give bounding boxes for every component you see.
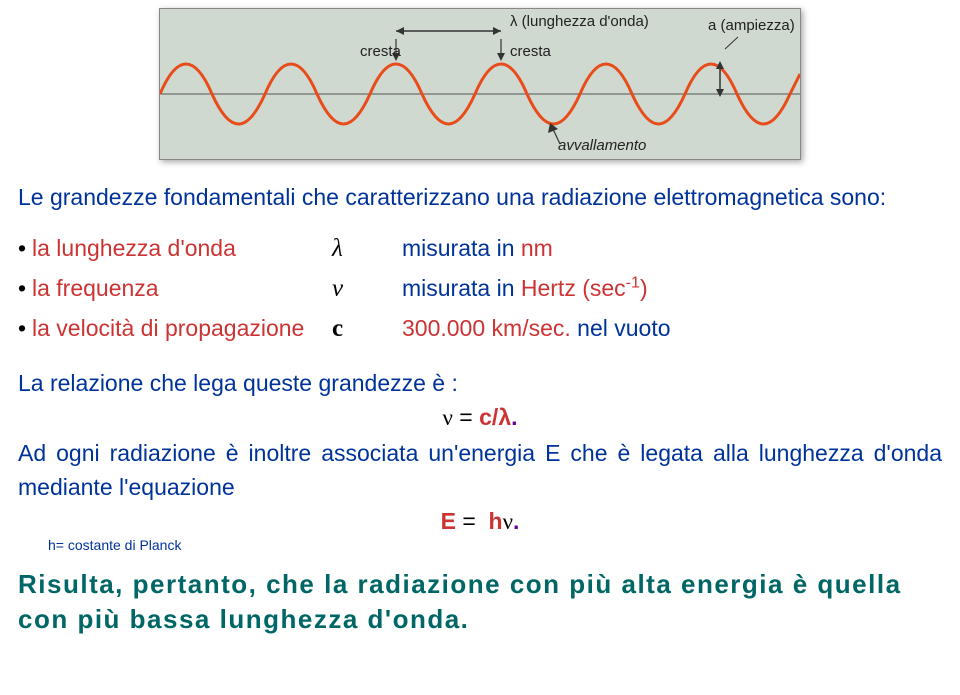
def-row-frequency: • la frequenza ν misurata in Hertz (sec-… [18, 269, 942, 309]
intro-text: Le grandezze fondamentali che caratteriz… [18, 182, 942, 213]
def-row-wavelength: • la lunghezza d'onda λ misurata in nm [18, 229, 942, 269]
def-desc: misurata in nm [402, 230, 553, 267]
planck-note: h= costante di Planck [48, 537, 942, 553]
def-desc: misurata in Hertz (sec-1) [402, 270, 648, 307]
wave-diagram: cresta cresta λ (lunghezza d'onda) a (am… [159, 8, 801, 160]
def-row-speed: • la velocità di propagazione c 300.000 … [18, 309, 942, 349]
label-ampiezza: a (ampiezza) [708, 17, 795, 34]
label-cresta-1: cresta [360, 43, 401, 60]
formula-e-h-nu: E = hν. [18, 508, 942, 535]
def-desc: 300.000 km/sec. nel vuoto [402, 310, 671, 347]
def-name: la lunghezza d'onda [32, 230, 332, 267]
slide: cresta cresta λ (lunghezza d'onda) a (am… [0, 0, 960, 695]
definitions-list: • la lunghezza d'onda λ misurata in nm •… [18, 229, 942, 349]
label-cresta-2: cresta [510, 43, 551, 60]
def-name: la velocità di propagazione [32, 310, 332, 347]
bullet: • [18, 230, 32, 267]
relation-text-1: La relazione che lega queste grandezze è… [18, 367, 942, 400]
def-symbol: c [332, 309, 402, 349]
label-lambda: λ (lunghezza d'onda) [510, 13, 649, 30]
bullet: • [18, 270, 32, 307]
def-symbol: λ [332, 229, 402, 269]
def-name: la frequenza [32, 270, 332, 307]
wave-svg [160, 9, 800, 159]
def-symbol: ν [332, 269, 402, 309]
conclusion-text: Risulta, pertanto, che la radiazione con… [18, 567, 942, 637]
relation-text-2: Ad ogni radiazione è inoltre associata u… [18, 437, 942, 504]
label-avvallamento: avvallamento [558, 137, 646, 154]
formula-nu-c-lambda: ν = c/λ. [18, 404, 942, 431]
bullet: • [18, 310, 32, 347]
